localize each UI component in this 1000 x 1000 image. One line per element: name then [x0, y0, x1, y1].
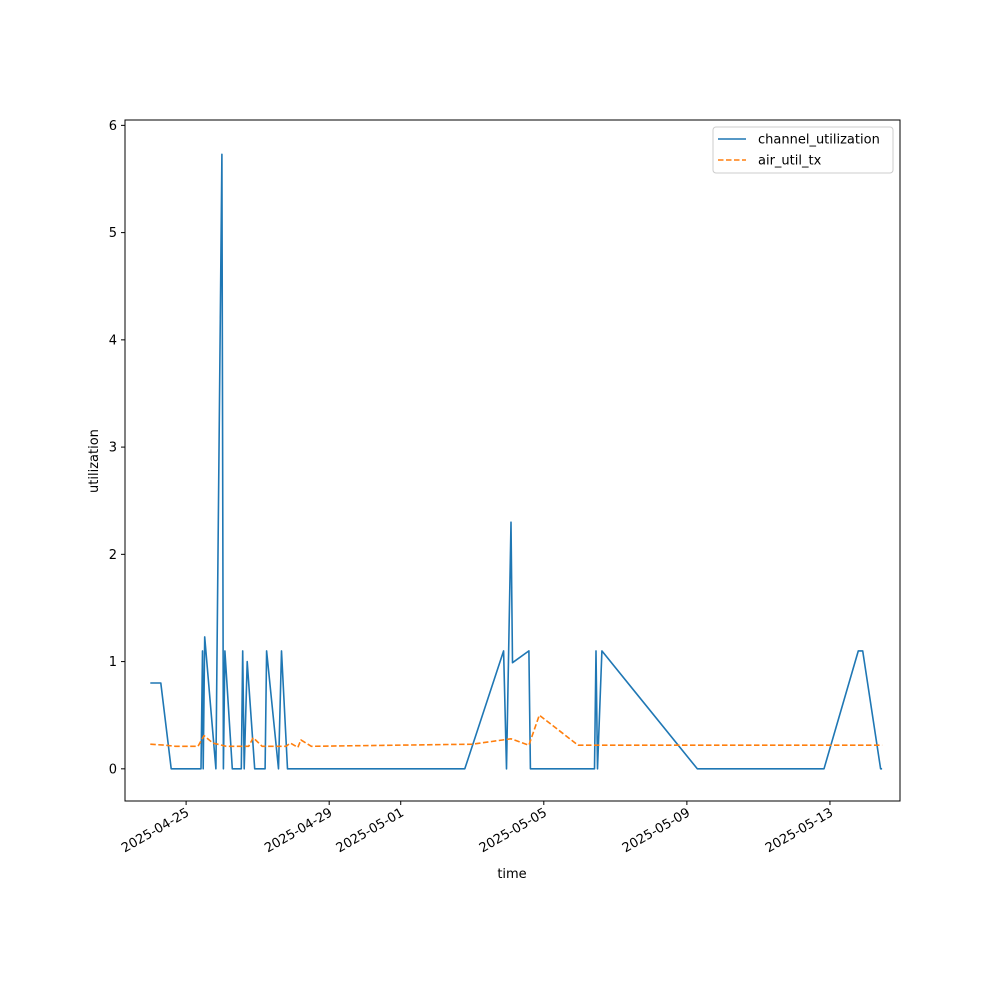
legend-label-air-util-tx: air_util_tx [758, 154, 822, 169]
y-tick-label: 4 [109, 333, 117, 348]
x-axis-label: time [497, 867, 526, 882]
legend-box [712, 126, 894, 174]
y-tick-label: 1 [109, 655, 117, 670]
y-axis: 0 1 2 3 4 5 6 [109, 119, 125, 777]
legend-label-channel-utilization: channel_utilization [758, 133, 880, 148]
plot-area-frame [124, 119, 901, 802]
y-tick-label: 2 [109, 548, 117, 563]
legend: channel_utilization air_util_tx [712, 126, 894, 174]
series-line-channel-utilization [150, 153, 883, 770]
y-axis-label: utilization [87, 429, 102, 493]
y-tick-label: 3 [109, 441, 117, 456]
series-line-air-util-tx [150, 714, 883, 749]
y-tick-label: 5 [109, 226, 117, 241]
lines-layer [150, 153, 883, 770]
y-tick-label: 0 [109, 762, 117, 777]
y-tick-label: 6 [109, 119, 117, 134]
